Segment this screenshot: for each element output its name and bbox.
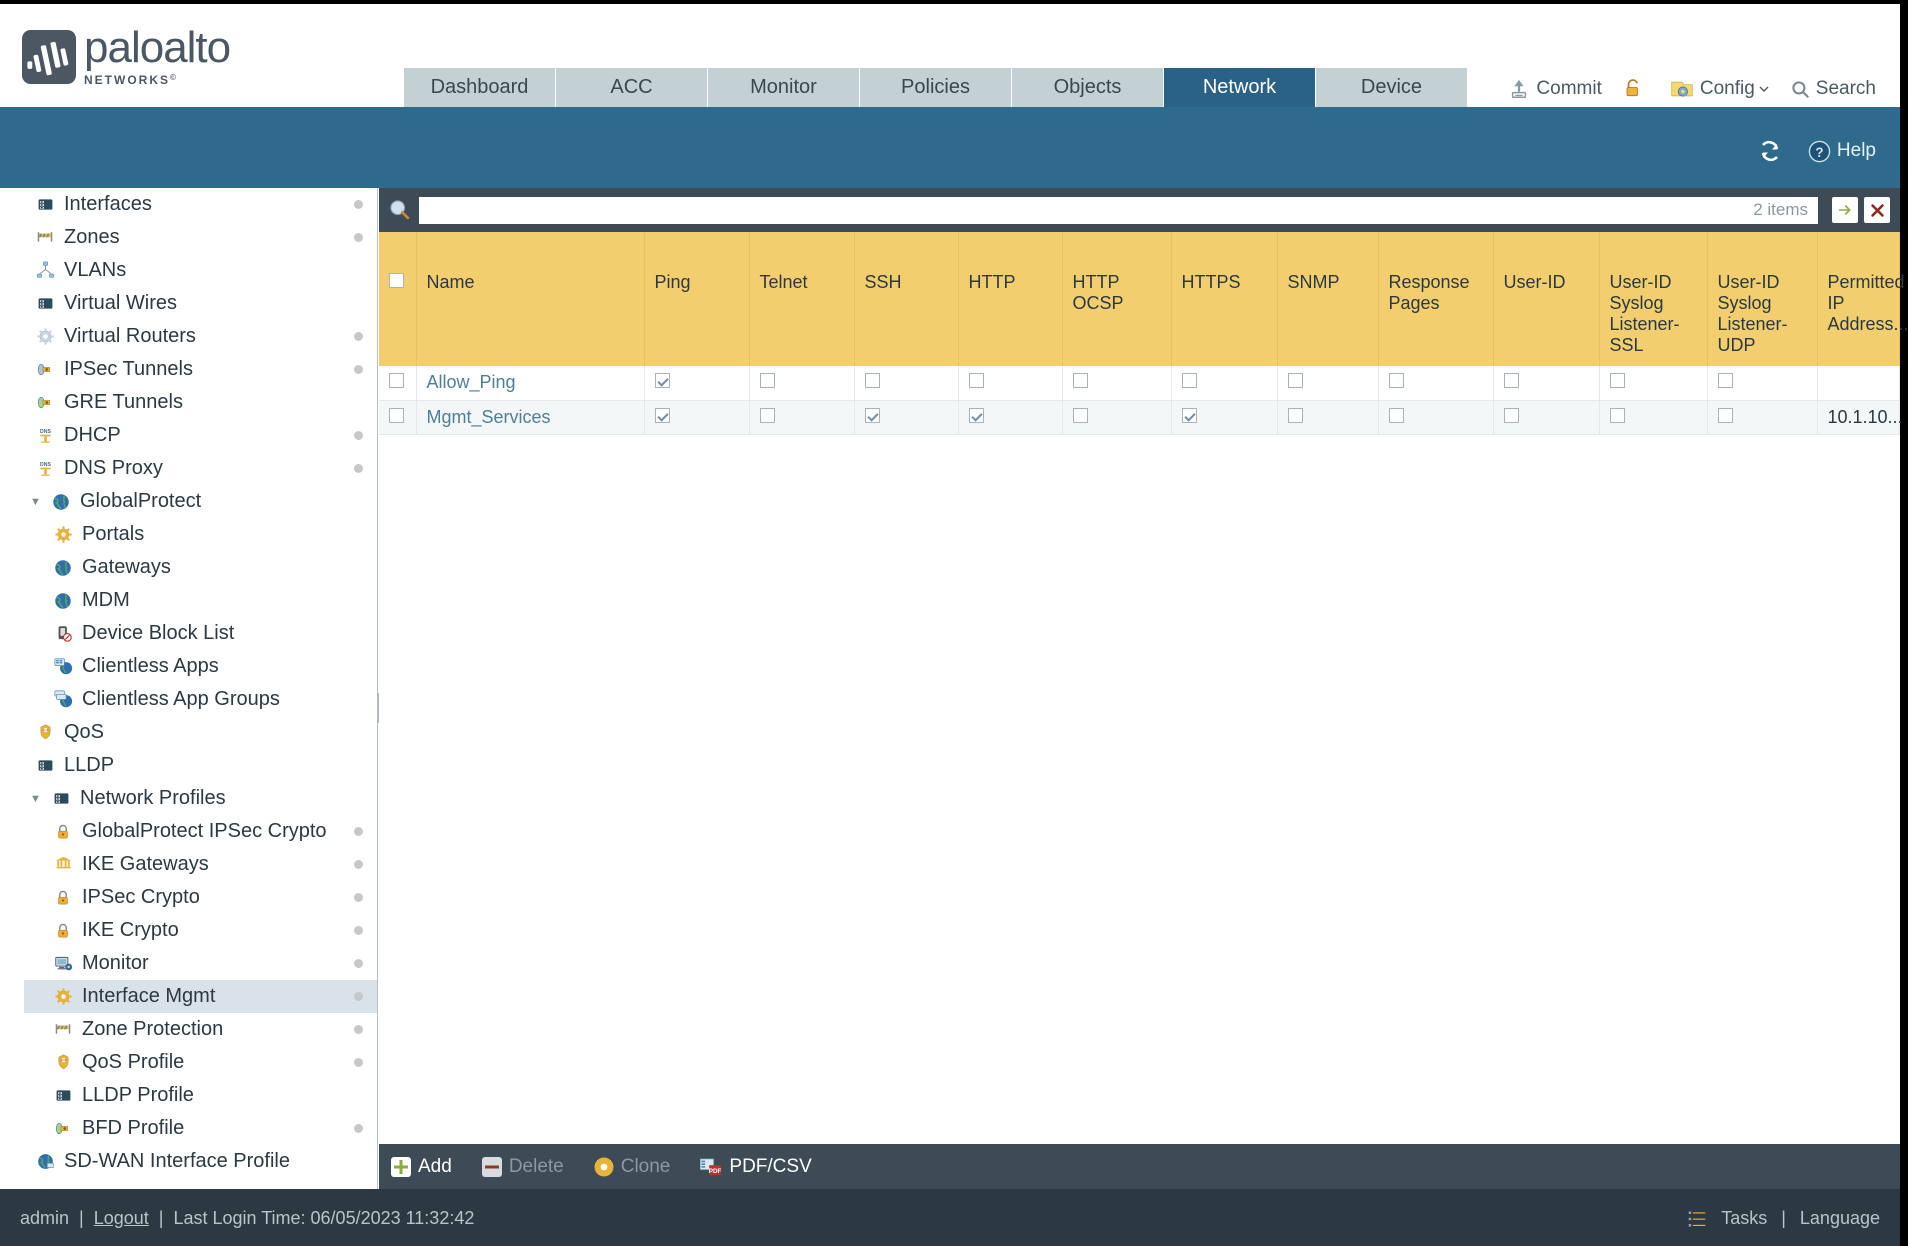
svg-text:QoS: QoS (60, 1058, 66, 1062)
svg-text:DNS: DNS (40, 462, 51, 468)
svg-text:DNS: DNS (40, 429, 51, 435)
svg-text:QoS: QoS (42, 728, 48, 732)
svg-text:?: ? (1815, 144, 1823, 159)
svg-text:PDF: PDF (709, 1167, 722, 1174)
